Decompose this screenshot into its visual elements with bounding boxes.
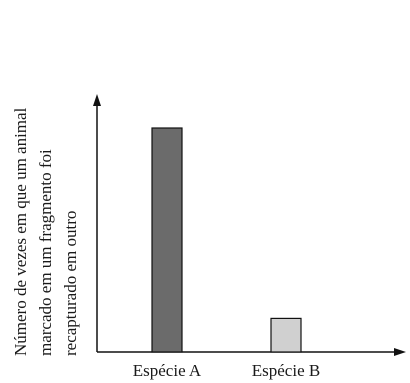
bar-1 xyxy=(151,127,183,353)
bars xyxy=(151,127,302,353)
y-axis-label-line-1: Número de vezes em que um animal xyxy=(11,107,30,356)
x-tick-label-1: Espécie A xyxy=(133,361,202,380)
bar-2 xyxy=(270,317,302,353)
axes xyxy=(93,94,406,356)
x-axis-arrow xyxy=(394,348,406,356)
y-axis-label-line-2: marcado em um fragmento foi xyxy=(36,149,55,356)
x-tick-label-2: Espécie B xyxy=(252,361,320,380)
y-axis-arrow xyxy=(93,94,101,106)
x-tick-labels: Espécie A Espécie B xyxy=(133,361,320,380)
y-axis-label-line-3: recapturado em outro xyxy=(61,211,80,356)
y-axis-label: Número de vezes em que um animal marcado… xyxy=(11,107,80,356)
